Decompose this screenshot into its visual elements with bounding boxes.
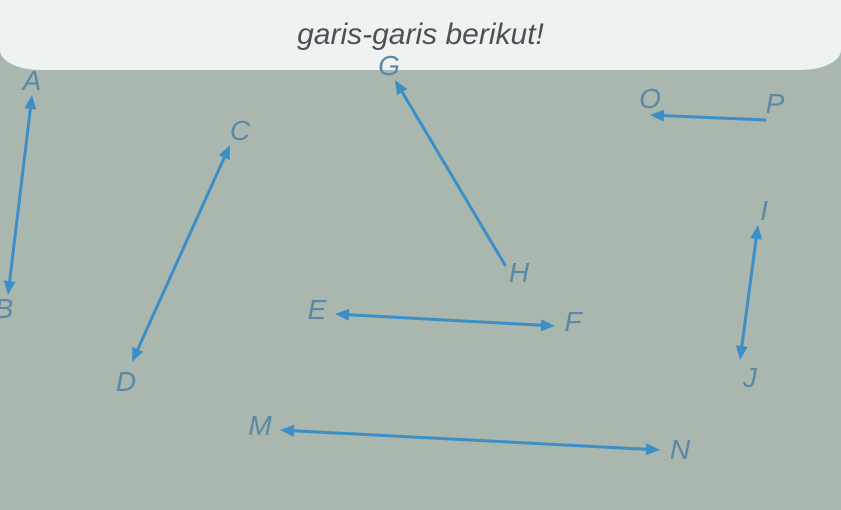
point-label-N: N	[670, 434, 690, 466]
arrowhead-icon	[24, 95, 36, 110]
line-IJ	[741, 233, 757, 351]
point-label-P: P	[766, 88, 785, 120]
point-label-A: A	[23, 65, 42, 97]
arrowhead-icon	[541, 319, 555, 331]
lines-diagram	[0, 0, 841, 510]
line-GH	[399, 87, 505, 265]
point-label-O: O	[639, 83, 661, 115]
point-label-E: E	[308, 294, 327, 326]
line-MN	[288, 430, 651, 449]
point-label-C: C	[230, 115, 250, 147]
point-label-I: I	[760, 195, 768, 227]
point-label-M: M	[248, 410, 271, 442]
point-label-B: B	[0, 293, 13, 325]
page-root: garis-garis berikut! ABCDGHOPIJEFMN	[0, 0, 841, 510]
arrowhead-icon	[280, 425, 294, 437]
point-label-J: J	[743, 362, 757, 394]
point-label-G: G	[378, 50, 400, 82]
point-label-H: H	[509, 257, 529, 289]
line-EF	[343, 314, 546, 325]
arrowhead-icon	[750, 225, 762, 240]
arrowhead-icon	[335, 309, 349, 321]
line-OP	[658, 115, 765, 120]
line-AB	[9, 103, 31, 286]
point-label-F: F	[564, 306, 581, 338]
point-label-D: D	[116, 366, 136, 398]
line-CD	[135, 153, 226, 355]
arrowhead-icon	[646, 443, 660, 455]
arrowhead-icon	[736, 345, 748, 360]
